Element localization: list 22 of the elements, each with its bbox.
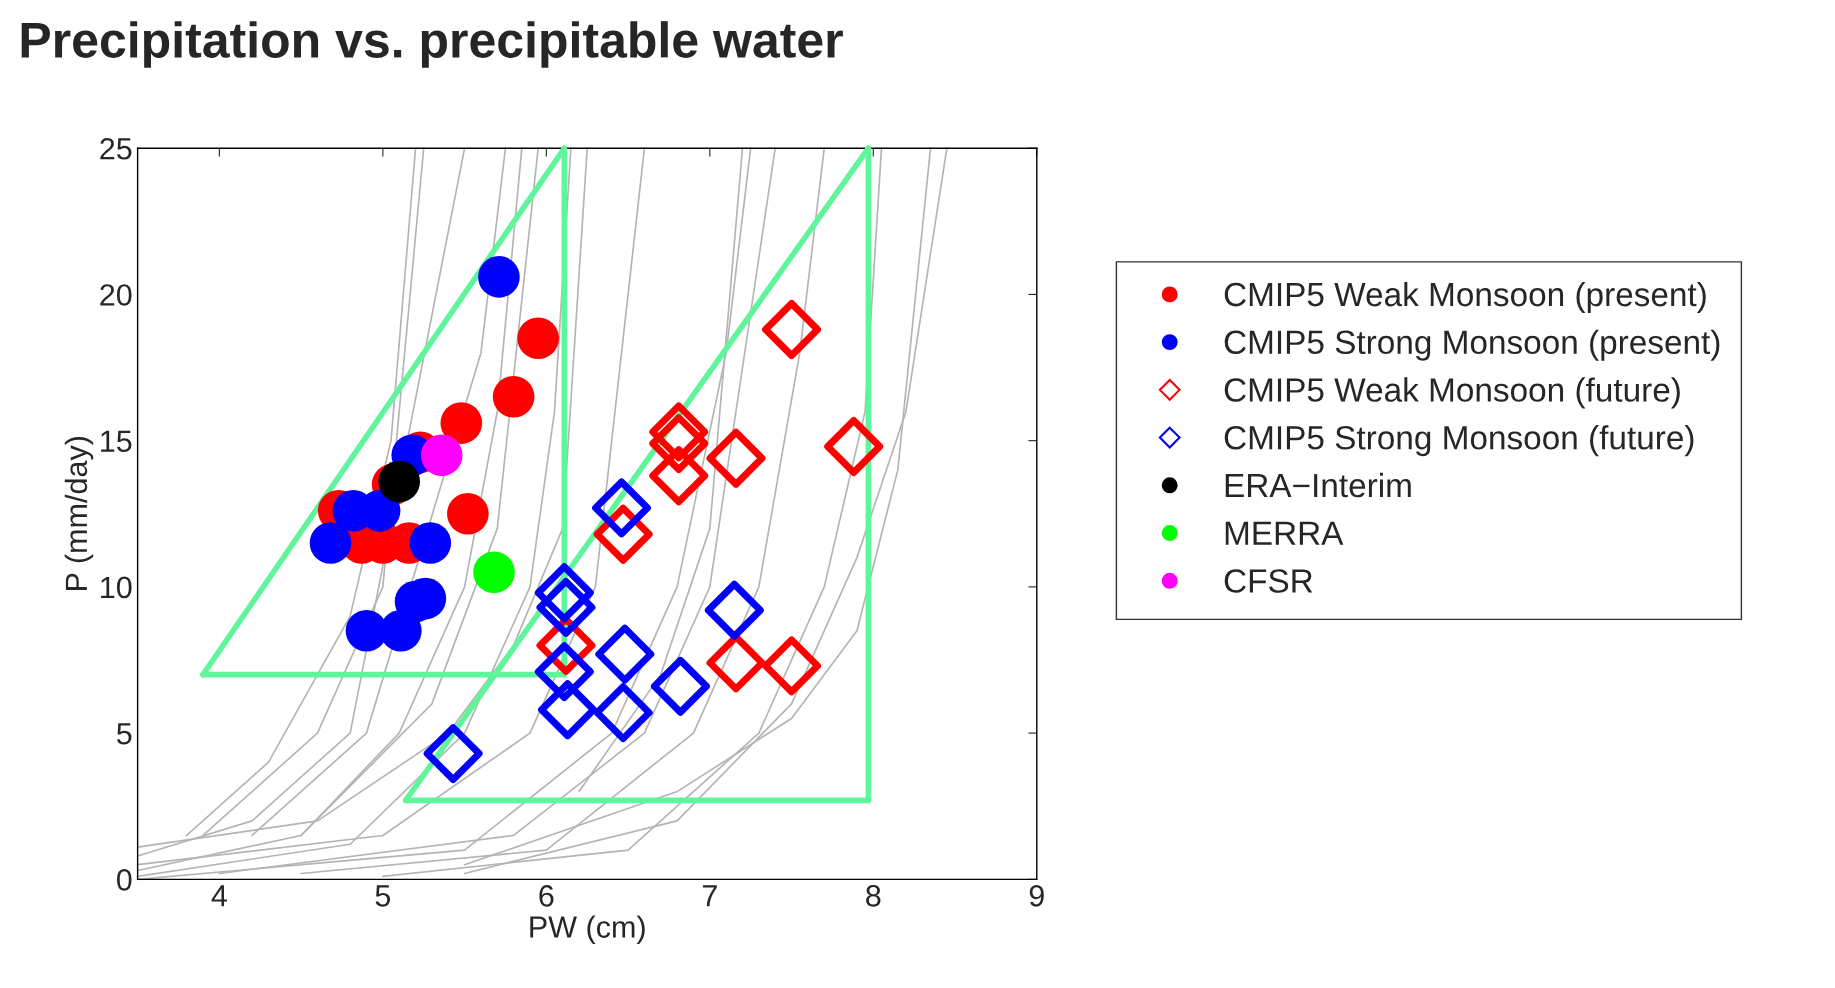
y-axis-title: P (mm/day) (64, 436, 94, 590)
y-tick-label: 5 (116, 723, 132, 745)
y-tick-label: 20 (100, 284, 132, 306)
x-tick-label: 5 (375, 885, 391, 907)
legend-label: MERRA (1225, 521, 1344, 545)
x-tick-label: 6 (539, 884, 554, 907)
legend-label: CMIP5 Weak Monsoon (present) (1224, 281, 1706, 313)
legend-label: CMIP5 Weak Monsoon (future) (1224, 377, 1680, 409)
x-tick-label: 9 (1029, 884, 1044, 907)
x-tick-label: 4 (211, 885, 227, 907)
y-tick-label: 10 (101, 576, 132, 599)
y-tick-label: 25 (100, 137, 132, 160)
legend-label: CMIP5 Strong Monsoon (future) (1224, 425, 1694, 457)
legend-label: ERA−Interim (1225, 472, 1411, 498)
x-tick-label: 8 (866, 884, 881, 907)
legend-label: CFSR (1224, 569, 1313, 593)
legend-label: CMIP5 Strong Monsoon (present) (1224, 329, 1720, 361)
x-tick-label: 7 (702, 885, 717, 907)
y-tick-label: 15 (101, 430, 132, 453)
y-tick-label: 0 (116, 869, 132, 891)
x-axis-title: PW (cm) (530, 915, 645, 944)
chart-title: Precipitation vs. precipitable water (21, 21, 843, 68)
